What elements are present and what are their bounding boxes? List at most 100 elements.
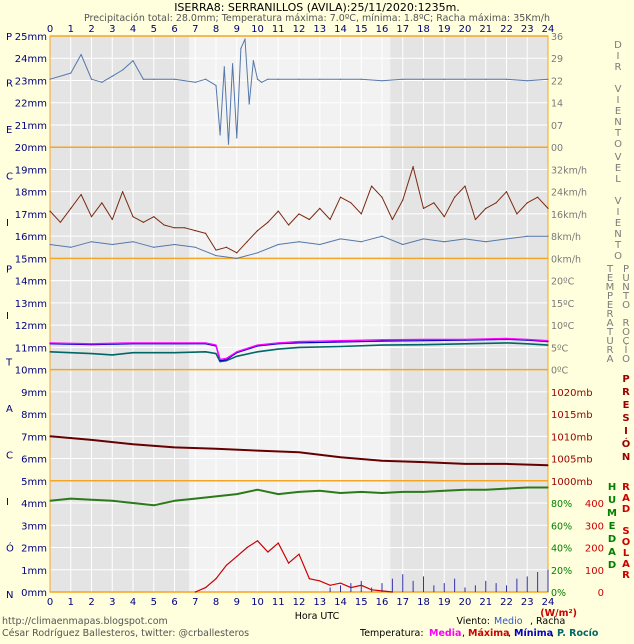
right-label-rad-0: R [622, 482, 630, 493]
x-tick-bottom-11: 11 [272, 597, 285, 608]
right-label-pres-4: I [624, 426, 628, 437]
right-tick-p3-0: 1020mb [551, 388, 593, 399]
series-humidity-pt-7 [194, 497, 196, 500]
right-tick-p1-4: 0km/h [551, 254, 581, 265]
series-temp-min-pt-14 [422, 340, 425, 342]
series-wind-gust-pt-18 [236, 252, 238, 254]
series-wind-direction-pt-9 [153, 78, 155, 80]
series-temp-mean-pt-17 [526, 338, 528, 340]
night-shade-1 [390, 36, 548, 592]
series-dew-point-pt-5 [205, 351, 207, 353]
left-tick-3: 22mm [15, 99, 47, 110]
series-wind-direction-pt-14 [219, 134, 221, 136]
right-tick-p1-1: 24km/h [551, 188, 587, 199]
left-tick-20: 5mm [21, 477, 47, 488]
right-tick-p0-3: 14 [551, 99, 563, 110]
x-tick-top-21: 21 [479, 24, 492, 35]
right-label-rad-4: O [622, 537, 631, 548]
series-humidity-pt-17 [402, 491, 404, 493]
left-label-char-1: R [6, 79, 13, 90]
legend-sep-1: , [462, 628, 465, 639]
series-radiation-pt-1 [205, 586, 207, 589]
series-wind-gust-pt-21 [267, 221, 269, 223]
right-label-temp-1: E [607, 273, 613, 284]
series-wind-direction-pt-3 [90, 78, 93, 80]
series-temp-mean-pt-3 [173, 342, 176, 344]
series-temp-min-pt-11 [298, 342, 300, 344]
left-tick-18: 7mm [21, 432, 47, 443]
right-label-dir-6: N [614, 117, 621, 128]
x-tick-bottom-21: 21 [479, 597, 492, 608]
series-pressure-pt-2 [132, 443, 134, 445]
right-label-hum-2: M [607, 508, 617, 519]
x-tick-bottom-6: 6 [171, 597, 177, 608]
series-pressure-pt-6 [298, 451, 300, 453]
series-wind-direction-pt-36 [485, 78, 487, 80]
x-tick-bottom-22: 22 [500, 597, 513, 608]
x-tick-bottom-18: 18 [417, 597, 430, 608]
left-label-char-9: C [6, 451, 13, 462]
series-wind-direction-pt-38 [526, 80, 528, 82]
series-wind-direction-pt-26 [277, 78, 279, 80]
right-label-rocio-9: O [622, 354, 630, 365]
x-tick-top-13: 13 [313, 24, 326, 35]
right-label-temp-4: E [607, 300, 613, 311]
series-pressure-pt-11 [505, 463, 508, 465]
series-humidity-pt-3 [111, 500, 113, 502]
left-label-char-4: I [6, 218, 9, 229]
series-wind-direction-pt-7 [132, 60, 134, 62]
left-label-char-0: P [6, 32, 12, 43]
series-radiation-pt-0 [194, 591, 196, 593]
series-temp-min-pt-12 [339, 341, 342, 343]
series-wind-gust-pt-41 [474, 218, 476, 221]
series-wind-direction [49, 38, 549, 145]
right-tick2-p4-2: 200 [585, 544, 604, 555]
series-wind-mean-pt-4 [132, 241, 134, 243]
legend-sep-2: , [508, 628, 511, 639]
series-humidity-pt-6 [173, 500, 176, 502]
right-label-temp-10: A [607, 354, 614, 365]
right-label-hum-0: H [608, 482, 616, 493]
x-tick-bottom-14: 14 [334, 597, 347, 608]
right-label-vel-6: N [614, 229, 621, 240]
series-wind-gust-pt-27 [329, 218, 331, 221]
right-tick-p2-2: 10ºC [551, 321, 575, 332]
series-wind-direction-pt-17 [232, 63, 234, 65]
series-wind-gust-pt-29 [350, 202, 352, 204]
right-label-hum-6: D [608, 560, 616, 571]
series-pressure-pt-7 [339, 456, 342, 458]
x-tick-bottom-17: 17 [396, 597, 409, 608]
left-label-char-5: P [6, 265, 12, 276]
series-wind-gust-pt-23 [288, 224, 290, 226]
right-label-rocio-4: O [622, 300, 630, 311]
series-wind-gust-pt-30 [360, 213, 362, 215]
series-wind-gust-pt-32 [381, 196, 383, 198]
series-wind-direction-pt-31 [381, 80, 383, 82]
right-label-rocio-1: U [622, 273, 629, 284]
series-humidity-pt-23 [526, 486, 528, 489]
series-dew-point-pt-0 [49, 351, 51, 353]
left-tick-2: 23mm [15, 76, 47, 87]
series-dew-point-pt-19 [547, 344, 549, 346]
series-wind-gust-pt-12 [173, 227, 176, 229]
series-wind-direction-pt-19 [240, 47, 242, 49]
series-temp-mean-pt-5 [215, 344, 217, 346]
series-wind-gust-pt-35 [412, 166, 414, 168]
series-dew-point-pt-1 [90, 352, 93, 355]
series-wind-gust-pt-22 [277, 210, 279, 212]
right-label-rad-7: R [622, 570, 630, 581]
series-humidity-pt-22 [505, 487, 508, 490]
left-label-char-6: I [6, 311, 9, 322]
series-wind-direction-pt-22 [252, 60, 254, 62]
series-wind-gust-pt-36 [422, 207, 425, 209]
right-label-vel-1: E [615, 163, 621, 174]
series-dew-point-pt-4 [173, 352, 176, 354]
series-temp-mean-pt-16 [505, 337, 508, 340]
series-wind-gust-pt-2 [70, 207, 72, 209]
series-dew-point-pt-12 [298, 346, 300, 348]
series-wind-gust-pt-14 [194, 230, 196, 232]
series-dew-point-pt-15 [422, 344, 425, 346]
left-tick-14: 11mm [15, 343, 47, 354]
x-tick-top-23: 23 [521, 24, 534, 35]
legend-temp-media: Media [429, 628, 461, 639]
